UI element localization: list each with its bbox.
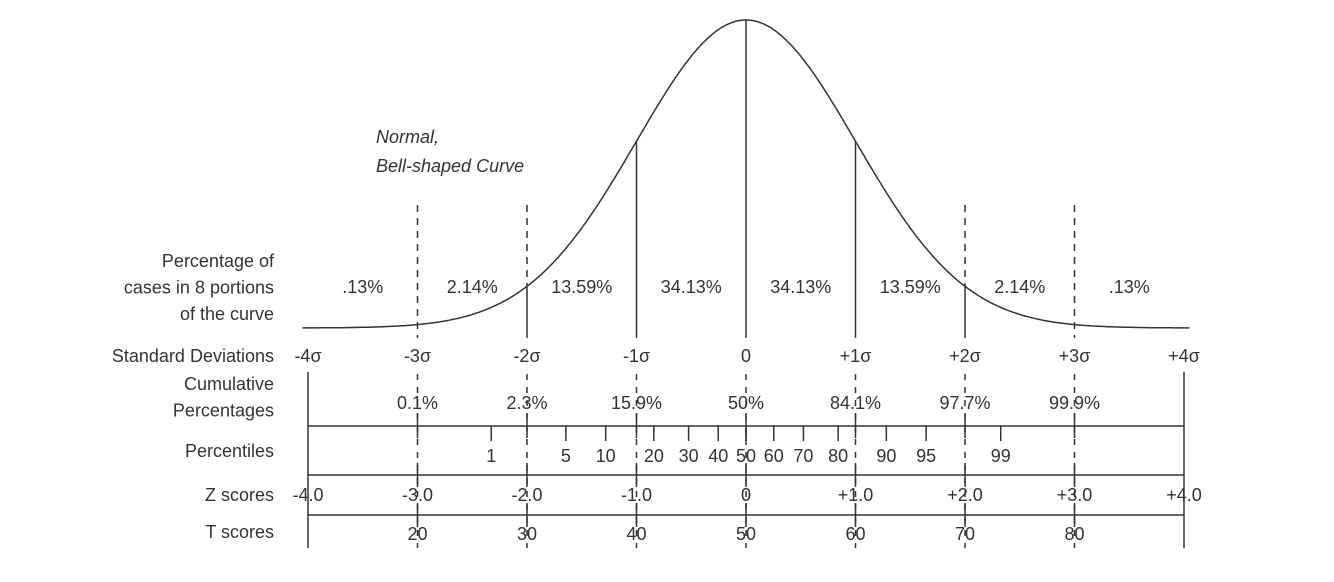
portion-label: .13% <box>1109 277 1150 297</box>
row-label: Z scores <box>205 485 274 505</box>
z-score-label: -3.0 <box>402 485 433 505</box>
t-score-label: 60 <box>845 524 865 544</box>
portion-label: 13.59% <box>551 277 612 297</box>
title: Normal, <box>376 127 439 147</box>
portion-label: 2.14% <box>447 277 498 297</box>
t-score-label: 50 <box>736 524 756 544</box>
cumulative-label: 2.3% <box>506 393 547 413</box>
percentile-label: 99 <box>991 446 1011 466</box>
percentile-label: 30 <box>679 446 699 466</box>
z-score-label: -1.0 <box>621 485 652 505</box>
portion-label: 13.59% <box>880 277 941 297</box>
percentile-label: 40 <box>708 446 728 466</box>
cumulative-label: 97.7% <box>939 393 990 413</box>
t-score-label: 80 <box>1064 524 1084 544</box>
portion-label: 34.13% <box>770 277 831 297</box>
t-score-label: 40 <box>626 524 646 544</box>
cumulative-label: 50% <box>728 393 764 413</box>
percentile-label: 50 <box>736 446 756 466</box>
percentile-label: 20 <box>644 446 664 466</box>
row-label: Percentages <box>173 400 274 420</box>
sd-label: +3σ <box>1059 346 1091 366</box>
cumulative-label: 0.1% <box>397 393 438 413</box>
percentile-label: 5 <box>561 446 571 466</box>
z-score-label: +1.0 <box>838 485 874 505</box>
sd-label: 0 <box>741 346 751 366</box>
sd-label: +1σ <box>840 346 872 366</box>
sd-label: -4σ <box>294 346 321 366</box>
portion-label: .13% <box>342 277 383 297</box>
sd-label: +4σ <box>1168 346 1200 366</box>
row-label: Cumulative <box>184 374 274 394</box>
percentile-label: 60 <box>764 446 784 466</box>
row-label: of the curve <box>180 304 274 324</box>
row-label: Standard Deviations <box>112 346 274 366</box>
t-score-label: 70 <box>955 524 975 544</box>
row-label: Percentage of <box>162 251 275 271</box>
sd-label: -1σ <box>623 346 650 366</box>
cumulative-label: 15.9% <box>611 393 662 413</box>
z-score-label: -2.0 <box>511 485 542 505</box>
row-label: Percentiles <box>185 441 274 461</box>
percentile-label: 90 <box>876 446 896 466</box>
percentile-label: 70 <box>793 446 813 466</box>
title: Bell-shaped Curve <box>376 156 524 176</box>
z-score-label: +4.0 <box>1166 485 1202 505</box>
row-label: T scores <box>205 522 274 542</box>
percentile-label: 95 <box>916 446 936 466</box>
z-score-label: +3.0 <box>1057 485 1093 505</box>
row-label: cases in 8 portions <box>124 277 274 297</box>
percentile-label: 10 <box>596 446 616 466</box>
t-score-label: 30 <box>517 524 537 544</box>
cumulative-label: 84.1% <box>830 393 881 413</box>
sd-label: -2σ <box>513 346 540 366</box>
z-score-label: +2.0 <box>947 485 983 505</box>
portion-label: 2.14% <box>994 277 1045 297</box>
cumulative-label: 99.9% <box>1049 393 1100 413</box>
portion-label: 34.13% <box>661 277 722 297</box>
sd-label: -3σ <box>404 346 431 366</box>
percentile-label: 1 <box>486 446 496 466</box>
z-score-label: -4.0 <box>292 485 323 505</box>
percentile-label: 80 <box>828 446 848 466</box>
sd-label: +2σ <box>949 346 981 366</box>
t-score-label: 20 <box>407 524 427 544</box>
z-score-label: 0 <box>741 485 751 505</box>
